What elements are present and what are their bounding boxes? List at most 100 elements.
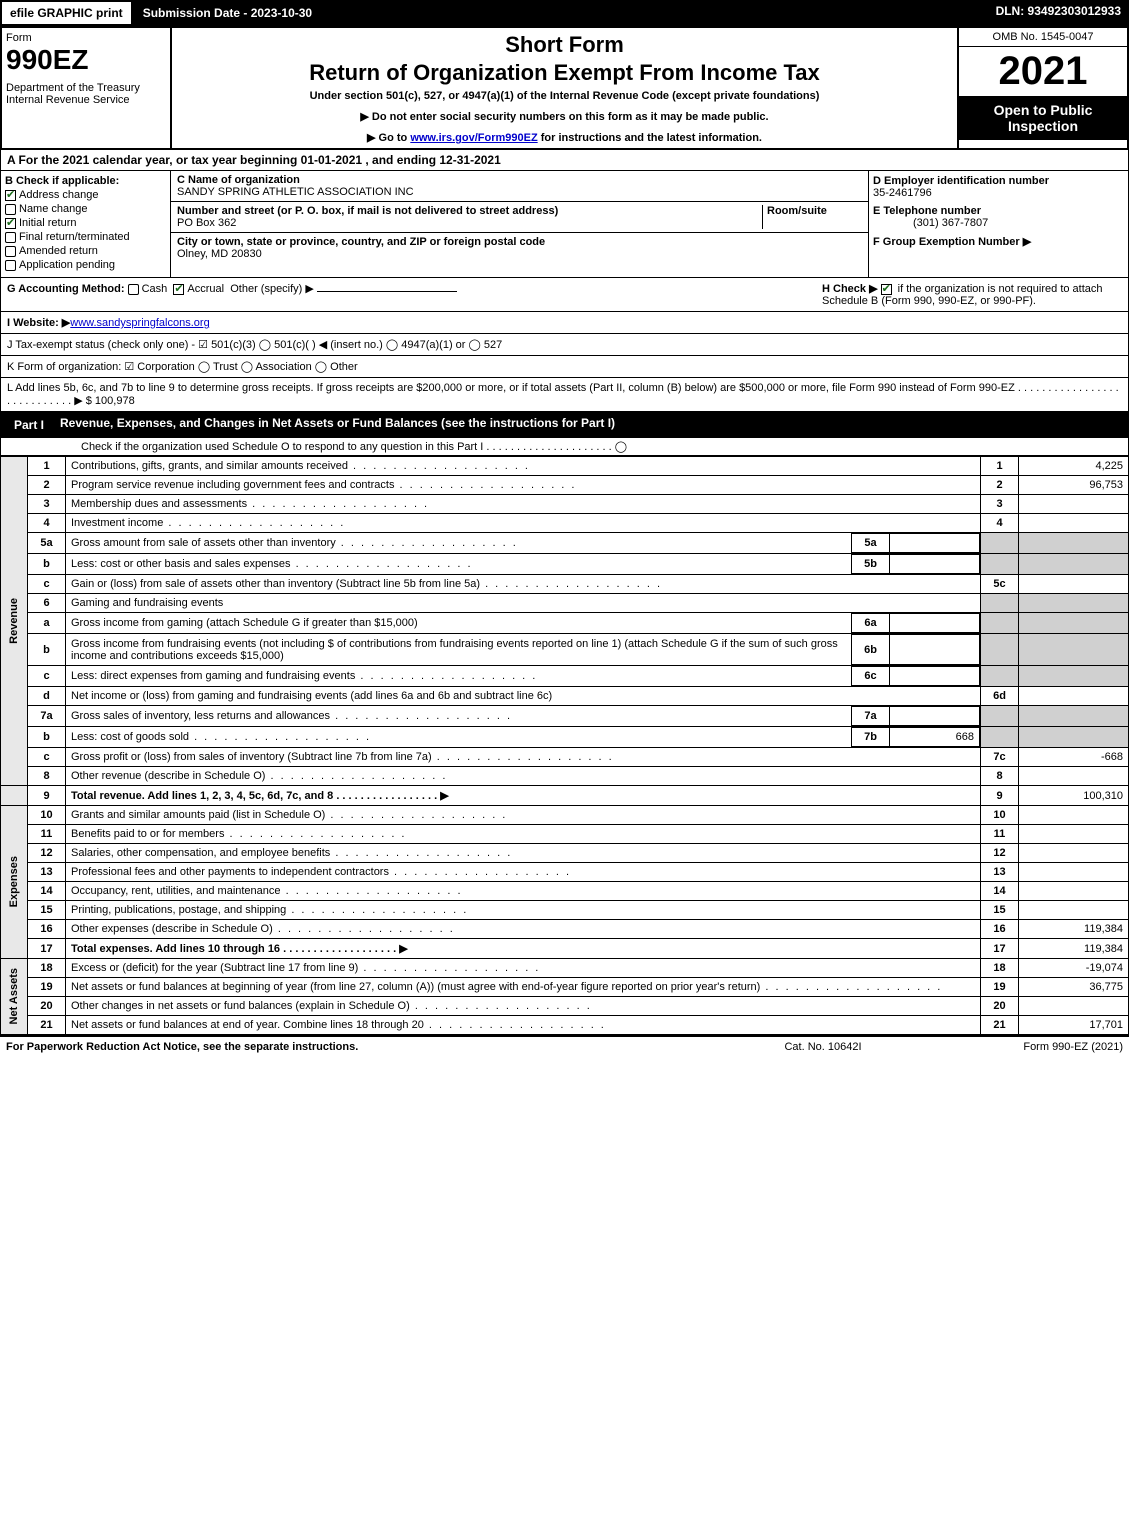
inner-num: 5b: [852, 555, 890, 574]
chk-amended[interactable]: Amended return: [5, 245, 166, 257]
inner-val: [890, 555, 980, 574]
line-rnum: 8: [981, 767, 1019, 786]
shade: [981, 666, 1019, 687]
line-num: 3: [28, 495, 66, 514]
chk-name-change[interactable]: Name change: [5, 203, 166, 215]
line-num: b: [28, 554, 66, 575]
line-num: 16: [28, 920, 66, 939]
footer-right: Form 990-EZ (2021): [923, 1041, 1123, 1053]
line-text: Net income or (loss) from gaming and fun…: [66, 687, 981, 706]
header-center: Short Form Return of Organization Exempt…: [172, 28, 957, 148]
efile-label[interactable]: efile GRAPHIC print: [0, 0, 133, 26]
line-num: 7a: [28, 706, 66, 727]
line-text: Professional fees and other payments to …: [66, 863, 981, 882]
room-label: Room/suite: [767, 205, 827, 217]
inner-val: [890, 635, 980, 665]
lines-table: Revenue 1 Contributions, gifts, grants, …: [0, 456, 1129, 1035]
h-label: H Check ▶: [822, 283, 878, 295]
line-text: Occupancy, rent, utilities, and maintena…: [66, 882, 981, 901]
line-val: 119,384: [1019, 939, 1129, 959]
line-rnum: 5c: [981, 575, 1019, 594]
chk-app-pending[interactable]: Application pending: [5, 259, 166, 271]
other-label: Other (specify) ▶: [230, 283, 314, 295]
chk-address-change[interactable]: Address change: [5, 189, 166, 201]
line-text: Less: cost of goods sold 7b 668: [66, 727, 981, 748]
table-row: 19 Net assets or fund balances at beginn…: [1, 978, 1129, 997]
other-input[interactable]: [317, 291, 457, 292]
table-row: Net Assets 18 Excess or (deficit) for th…: [1, 959, 1129, 978]
table-row: 11 Benefits paid to or for members 11: [1, 825, 1129, 844]
accrual-checkbox[interactable]: [173, 284, 184, 295]
checkbox-icon[interactable]: [5, 246, 16, 257]
chk-final-return[interactable]: Final return/terminated: [5, 231, 166, 243]
chk-label: Address change: [19, 189, 99, 201]
line-val: 4,225: [1019, 457, 1129, 476]
shade: [1019, 554, 1129, 575]
shade: [981, 706, 1019, 727]
inner-val: [890, 534, 980, 553]
inner-num: 7b: [852, 728, 890, 747]
phone-value: (301) 367-7807: [873, 217, 988, 229]
line-num: 11: [28, 825, 66, 844]
b-label: B Check if applicable:: [5, 175, 166, 187]
line-rnum: 18: [981, 959, 1019, 978]
shade: [1019, 666, 1129, 687]
table-row: 7a Gross sales of inventory, less return…: [1, 706, 1129, 727]
table-row: 9 Total revenue. Add lines 1, 2, 3, 4, 5…: [1, 786, 1129, 806]
line-text: Benefits paid to or for members: [66, 825, 981, 844]
line-text: Net assets or fund balances at end of ye…: [66, 1016, 981, 1035]
g-label: G Accounting Method:: [7, 283, 125, 295]
cash-checkbox[interactable]: [128, 284, 139, 295]
inner-num: 6c: [852, 667, 890, 686]
line-val: [1019, 825, 1129, 844]
line-rnum: 17: [981, 939, 1019, 959]
checkbox-icon[interactable]: [5, 190, 16, 201]
footer-left: For Paperwork Reduction Act Notice, see …: [6, 1041, 723, 1053]
checkbox-icon[interactable]: [5, 218, 16, 229]
line-rnum: 9: [981, 786, 1019, 806]
shade: [981, 594, 1019, 613]
line-num: 5a: [28, 533, 66, 554]
checkbox-icon[interactable]: [5, 260, 16, 271]
line-rnum: 3: [981, 495, 1019, 514]
table-row: 16 Other expenses (describe in Schedule …: [1, 920, 1129, 939]
shade: [1019, 533, 1129, 554]
line-text: Grants and similar amounts paid (list in…: [66, 806, 981, 825]
line-text: Total revenue. Add lines 1, 2, 3, 4, 5c,…: [66, 786, 981, 806]
line-val: 100,310: [1019, 786, 1129, 806]
line-rnum: 13: [981, 863, 1019, 882]
header-left: Form 990EZ Department of the Treasury In…: [2, 28, 172, 148]
shade: [981, 727, 1019, 748]
checkbox-icon[interactable]: [5, 232, 16, 243]
line-num: 8: [28, 767, 66, 786]
dln-label: DLN: 93492303012933: [988, 0, 1129, 26]
irs-link[interactable]: www.irs.gov/Form990EZ: [410, 132, 537, 144]
i-label: I Website: ▶: [7, 317, 70, 329]
form-header: Form 990EZ Department of the Treasury In…: [0, 26, 1129, 150]
line-num: 15: [28, 901, 66, 920]
line-rnum: 11: [981, 825, 1019, 844]
line-rnum: 7c: [981, 748, 1019, 767]
org-name: SANDY SPRING ATHLETIC ASSOCIATION INC: [177, 186, 862, 198]
line-num: 12: [28, 844, 66, 863]
phone-label: E Telephone number: [873, 205, 981, 217]
website-link[interactable]: www.sandyspringfalcons.org: [70, 317, 209, 329]
chk-label: Final return/terminated: [19, 231, 130, 243]
chk-initial-return[interactable]: Initial return: [5, 217, 166, 229]
accrual-label: Accrual: [187, 283, 224, 295]
info-block: B Check if applicable: Address change Na…: [0, 171, 1129, 278]
line-num: 19: [28, 978, 66, 997]
shade: [1019, 613, 1129, 634]
page-footer: For Paperwork Reduction Act Notice, see …: [0, 1035, 1129, 1057]
line-num: c: [28, 748, 66, 767]
note-ssn: ▶ Do not enter social security numbers o…: [176, 110, 953, 123]
shade: [981, 554, 1019, 575]
h-checkbox[interactable]: [881, 284, 892, 295]
line-num: 1: [28, 457, 66, 476]
shade: [1019, 706, 1129, 727]
checkbox-icon[interactable]: [5, 204, 16, 215]
street-label: Number and street (or P. O. box, if mail…: [177, 205, 558, 217]
line-val: [1019, 844, 1129, 863]
part1-sub: Check if the organization used Schedule …: [0, 438, 1129, 456]
side-blank: [1, 786, 28, 806]
